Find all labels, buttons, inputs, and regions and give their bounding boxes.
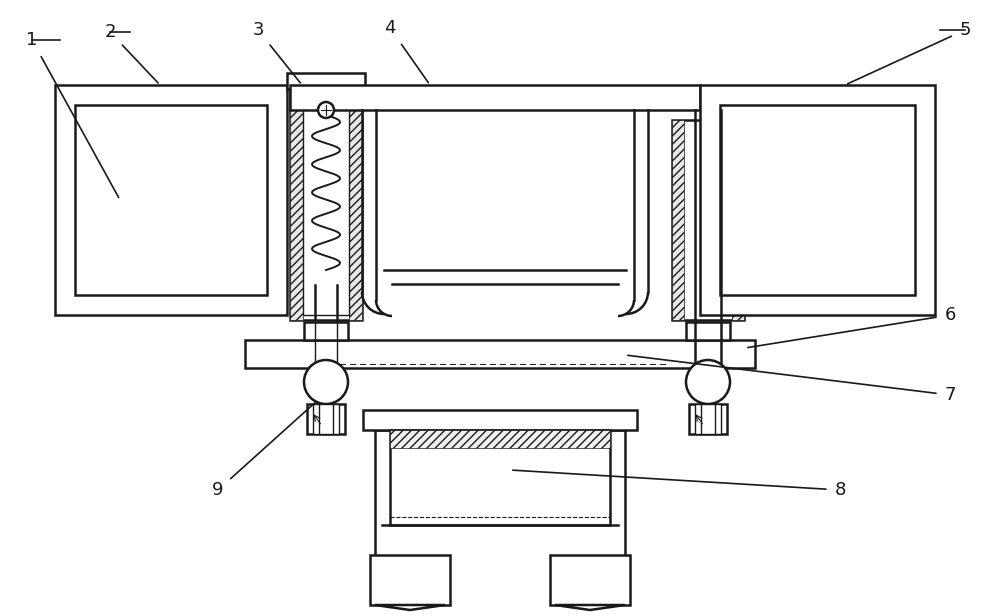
Bar bbox=[304, 322, 348, 340]
Bar bbox=[720, 105, 915, 295]
Polygon shape bbox=[550, 555, 630, 605]
Bar bbox=[363, 410, 637, 430]
Bar bbox=[307, 404, 345, 434]
Text: 9: 9 bbox=[212, 402, 316, 499]
Bar bbox=[695, 404, 721, 434]
Polygon shape bbox=[375, 605, 445, 610]
Bar bbox=[313, 404, 339, 434]
Bar bbox=[290, 85, 700, 110]
Circle shape bbox=[686, 360, 730, 404]
Bar bbox=[290, 85, 362, 320]
Bar bbox=[319, 404, 333, 434]
Text: 1: 1 bbox=[26, 31, 119, 198]
Bar bbox=[390, 430, 610, 525]
Polygon shape bbox=[370, 555, 450, 605]
Bar bbox=[55, 85, 287, 315]
Circle shape bbox=[318, 102, 334, 118]
Bar bbox=[287, 73, 365, 89]
Bar bbox=[245, 340, 755, 368]
Text: 4: 4 bbox=[384, 19, 428, 83]
Bar bbox=[672, 120, 684, 320]
Bar bbox=[672, 120, 744, 320]
Text: 5: 5 bbox=[848, 21, 971, 84]
Bar bbox=[390, 430, 610, 448]
Bar bbox=[290, 85, 303, 320]
Bar bbox=[303, 90, 349, 315]
Circle shape bbox=[304, 360, 348, 404]
Polygon shape bbox=[555, 605, 625, 610]
Text: 3: 3 bbox=[252, 21, 300, 83]
Bar bbox=[689, 404, 727, 434]
Bar bbox=[686, 322, 730, 340]
Text: 6: 6 bbox=[748, 306, 956, 347]
Bar bbox=[700, 85, 935, 315]
Text: 2: 2 bbox=[104, 23, 158, 83]
Bar bbox=[75, 105, 267, 295]
Bar bbox=[701, 404, 715, 434]
Text: 8: 8 bbox=[513, 470, 846, 499]
Bar bbox=[732, 120, 744, 320]
Text: 7: 7 bbox=[628, 355, 956, 404]
Bar bbox=[349, 85, 362, 320]
